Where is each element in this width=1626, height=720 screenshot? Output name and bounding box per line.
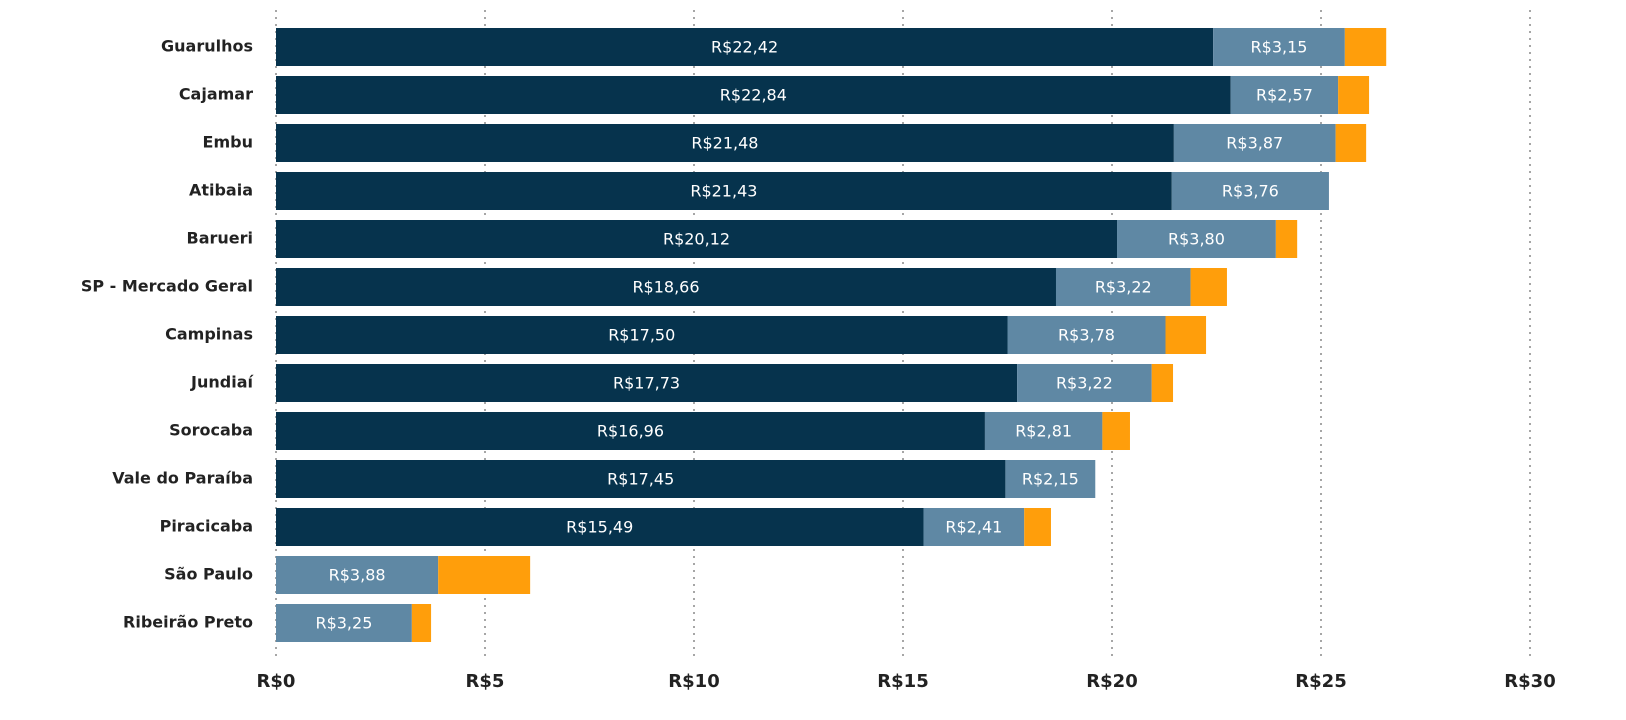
bar-segment (1055, 268, 1191, 306)
bar-segment (984, 412, 1103, 450)
bar-segment (276, 220, 1118, 258)
category-label: Cajamar (179, 85, 253, 104)
bar-segment (1151, 364, 1174, 402)
value-label: R$22,42 (711, 38, 778, 57)
bar-segment (1165, 316, 1207, 354)
x-tick-label: R$10 (668, 671, 719, 692)
bar-segment (276, 508, 924, 546)
value-label: R$2,81 (1015, 422, 1072, 441)
value-label: R$17,50 (608, 326, 675, 345)
category-label: Vale do Paraíba (112, 469, 253, 488)
x-tick-label: R$30 (1504, 671, 1555, 692)
value-label: R$21,48 (691, 134, 758, 153)
value-label: R$3,15 (1251, 38, 1308, 57)
value-label: R$2,41 (945, 518, 1002, 537)
bar-segment (1275, 220, 1298, 258)
bar-segment (276, 316, 1008, 354)
bar-segment (276, 460, 1006, 498)
bar-segment (276, 172, 1172, 210)
category-label: Piracicaba (160, 517, 253, 536)
value-label: R$3,88 (329, 566, 386, 585)
category-label: Barueri (187, 229, 254, 248)
value-label: R$3,22 (1095, 278, 1152, 297)
bar-segment (276, 412, 985, 450)
category-label: São Paulo (164, 565, 253, 584)
x-tick-label: R$5 (466, 671, 505, 692)
x-tick-label: R$15 (877, 671, 928, 692)
category-label: SP - Mercado Geral (81, 277, 253, 296)
bar-segment (1007, 316, 1166, 354)
bar-segment (1338, 76, 1370, 114)
bar-segment (923, 508, 1025, 546)
value-label: R$3,25 (315, 614, 372, 633)
value-label: R$22,84 (720, 86, 787, 105)
value-label: R$20,12 (663, 230, 730, 249)
value-label: R$3,22 (1056, 374, 1113, 393)
category-label: Atibaia (189, 181, 253, 200)
bar-segment (1173, 124, 1336, 162)
bar-segment (1024, 508, 1051, 546)
bar-segment (1344, 28, 1387, 66)
bar-segment (276, 268, 1056, 306)
value-label: R$18,66 (632, 278, 699, 297)
value-label: R$3,78 (1058, 326, 1115, 345)
bar-segment (276, 28, 1214, 66)
bar-segment (276, 364, 1018, 402)
bar-segment (1190, 268, 1227, 306)
value-label: R$17,45 (607, 470, 674, 489)
bar-segment (1335, 124, 1367, 162)
category-label: Jundiaí (190, 373, 254, 392)
value-label: R$15,49 (566, 518, 633, 537)
value-label: R$17,73 (613, 374, 680, 393)
bar-segment (1102, 412, 1130, 450)
value-label: R$21,43 (690, 182, 757, 201)
bar-segment (411, 604, 432, 642)
value-label: R$2,15 (1022, 470, 1079, 489)
bar-segment (1230, 76, 1339, 114)
bar-segment (438, 556, 531, 594)
category-label: Sorocaba (169, 421, 253, 440)
bar-segment (276, 604, 412, 642)
value-label: R$2,57 (1256, 86, 1313, 105)
bar-segment (276, 124, 1174, 162)
bar-segment (1005, 460, 1096, 498)
category-label: Embu (203, 133, 253, 152)
value-label: R$16,96 (597, 422, 664, 441)
x-tick-label: R$25 (1295, 671, 1346, 692)
bar-segment (276, 556, 439, 594)
category-label: Guarulhos (161, 37, 253, 56)
value-label: R$3,87 (1226, 134, 1283, 153)
x-tick-label: R$0 (257, 671, 296, 692)
x-tick-label: R$20 (1086, 671, 1137, 692)
bar-segment (1017, 364, 1152, 402)
category-label: Ribeirão Preto (123, 613, 253, 632)
bar-segment (1213, 28, 1345, 66)
value-label: R$3,76 (1222, 182, 1279, 201)
bar-segment (1171, 172, 1329, 210)
bar-segment (276, 76, 1231, 114)
category-label: Campinas (165, 325, 253, 344)
bar-segment (1117, 220, 1276, 258)
value-label: R$3,80 (1168, 230, 1225, 249)
